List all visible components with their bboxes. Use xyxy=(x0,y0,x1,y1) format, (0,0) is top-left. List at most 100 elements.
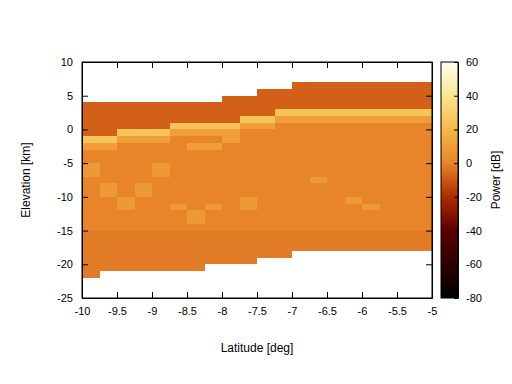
cell xyxy=(135,237,153,244)
cell xyxy=(380,163,398,170)
cell xyxy=(310,163,328,170)
cell xyxy=(222,237,240,244)
cell xyxy=(240,258,258,265)
cell xyxy=(135,102,153,109)
cell xyxy=(310,129,328,136)
tick-label: -7 xyxy=(288,305,298,317)
cell xyxy=(257,231,275,238)
tick: -8 xyxy=(218,292,228,317)
tick-label: -80 xyxy=(466,292,482,304)
tick-mark xyxy=(117,292,118,298)
cell xyxy=(152,143,170,150)
cell xyxy=(152,210,170,217)
cell xyxy=(380,82,398,89)
cell xyxy=(205,143,223,150)
cell xyxy=(397,136,415,143)
cell xyxy=(152,204,170,211)
cell xyxy=(117,251,135,258)
cell xyxy=(187,170,205,177)
cell xyxy=(310,116,328,123)
cell xyxy=(380,150,398,157)
cell xyxy=(82,163,100,170)
tick: -7 xyxy=(288,292,298,317)
cell xyxy=(187,183,205,190)
cell xyxy=(380,210,398,217)
cell xyxy=(100,210,118,217)
tick-label: -5 xyxy=(428,305,438,317)
cell xyxy=(345,244,363,251)
cell xyxy=(82,156,100,163)
cell xyxy=(222,96,240,103)
cell xyxy=(327,109,345,116)
cell xyxy=(397,109,415,116)
cell xyxy=(362,102,380,109)
cell xyxy=(415,82,433,89)
cell xyxy=(380,123,398,130)
cell xyxy=(257,170,275,177)
tick-label: 5 xyxy=(67,90,73,102)
cell xyxy=(415,197,433,204)
cell xyxy=(135,116,153,123)
cell xyxy=(345,237,363,244)
cell xyxy=(327,89,345,96)
tick-label: 0 xyxy=(466,157,472,169)
cell xyxy=(327,170,345,177)
cell xyxy=(117,163,135,170)
cell xyxy=(117,129,135,136)
cell xyxy=(117,190,135,197)
cell xyxy=(152,163,170,170)
cell xyxy=(82,109,100,116)
cell xyxy=(100,116,118,123)
cell xyxy=(187,210,205,217)
cell xyxy=(362,210,380,217)
cell xyxy=(170,109,188,116)
cell xyxy=(275,197,293,204)
tick: -9.5 xyxy=(108,292,127,317)
cell xyxy=(362,197,380,204)
cell xyxy=(327,204,345,211)
cell xyxy=(222,251,240,258)
cell xyxy=(275,210,293,217)
cell xyxy=(292,231,310,238)
cell xyxy=(117,231,135,238)
cell xyxy=(415,96,433,103)
cell xyxy=(135,136,153,143)
cell xyxy=(135,251,153,258)
tick-mark xyxy=(117,62,118,68)
cell xyxy=(292,116,310,123)
cell xyxy=(310,197,328,204)
tick-mark xyxy=(292,62,293,68)
cell xyxy=(240,224,258,231)
tick: -5 xyxy=(63,157,88,169)
chart: -10-9.5-9-8.5-8-7.5-7-6.5-6-5.5-5-25-20-… xyxy=(0,0,512,384)
cell xyxy=(100,197,118,204)
cell xyxy=(240,163,258,170)
cell xyxy=(275,204,293,211)
cell xyxy=(292,170,310,177)
cell xyxy=(240,177,258,184)
tick-label: 0 xyxy=(67,123,73,135)
cell xyxy=(327,96,345,103)
cell xyxy=(362,109,380,116)
cell xyxy=(327,210,345,217)
cell xyxy=(327,163,345,170)
cell xyxy=(292,143,310,150)
cell xyxy=(327,123,345,130)
tick xyxy=(426,96,432,97)
cell xyxy=(205,156,223,163)
tick: -6.5 xyxy=(318,292,337,317)
cell xyxy=(415,244,433,251)
y-axis-title: Elevation [km] xyxy=(19,142,33,217)
cell xyxy=(345,217,363,224)
cell xyxy=(327,217,345,224)
cell xyxy=(240,96,258,103)
tick xyxy=(117,62,118,68)
cell xyxy=(135,156,153,163)
cell xyxy=(275,109,293,116)
cell xyxy=(380,89,398,96)
cell xyxy=(117,244,135,251)
tick-mark xyxy=(426,163,432,164)
cell xyxy=(240,156,258,163)
cell xyxy=(135,231,153,238)
cell xyxy=(275,129,293,136)
